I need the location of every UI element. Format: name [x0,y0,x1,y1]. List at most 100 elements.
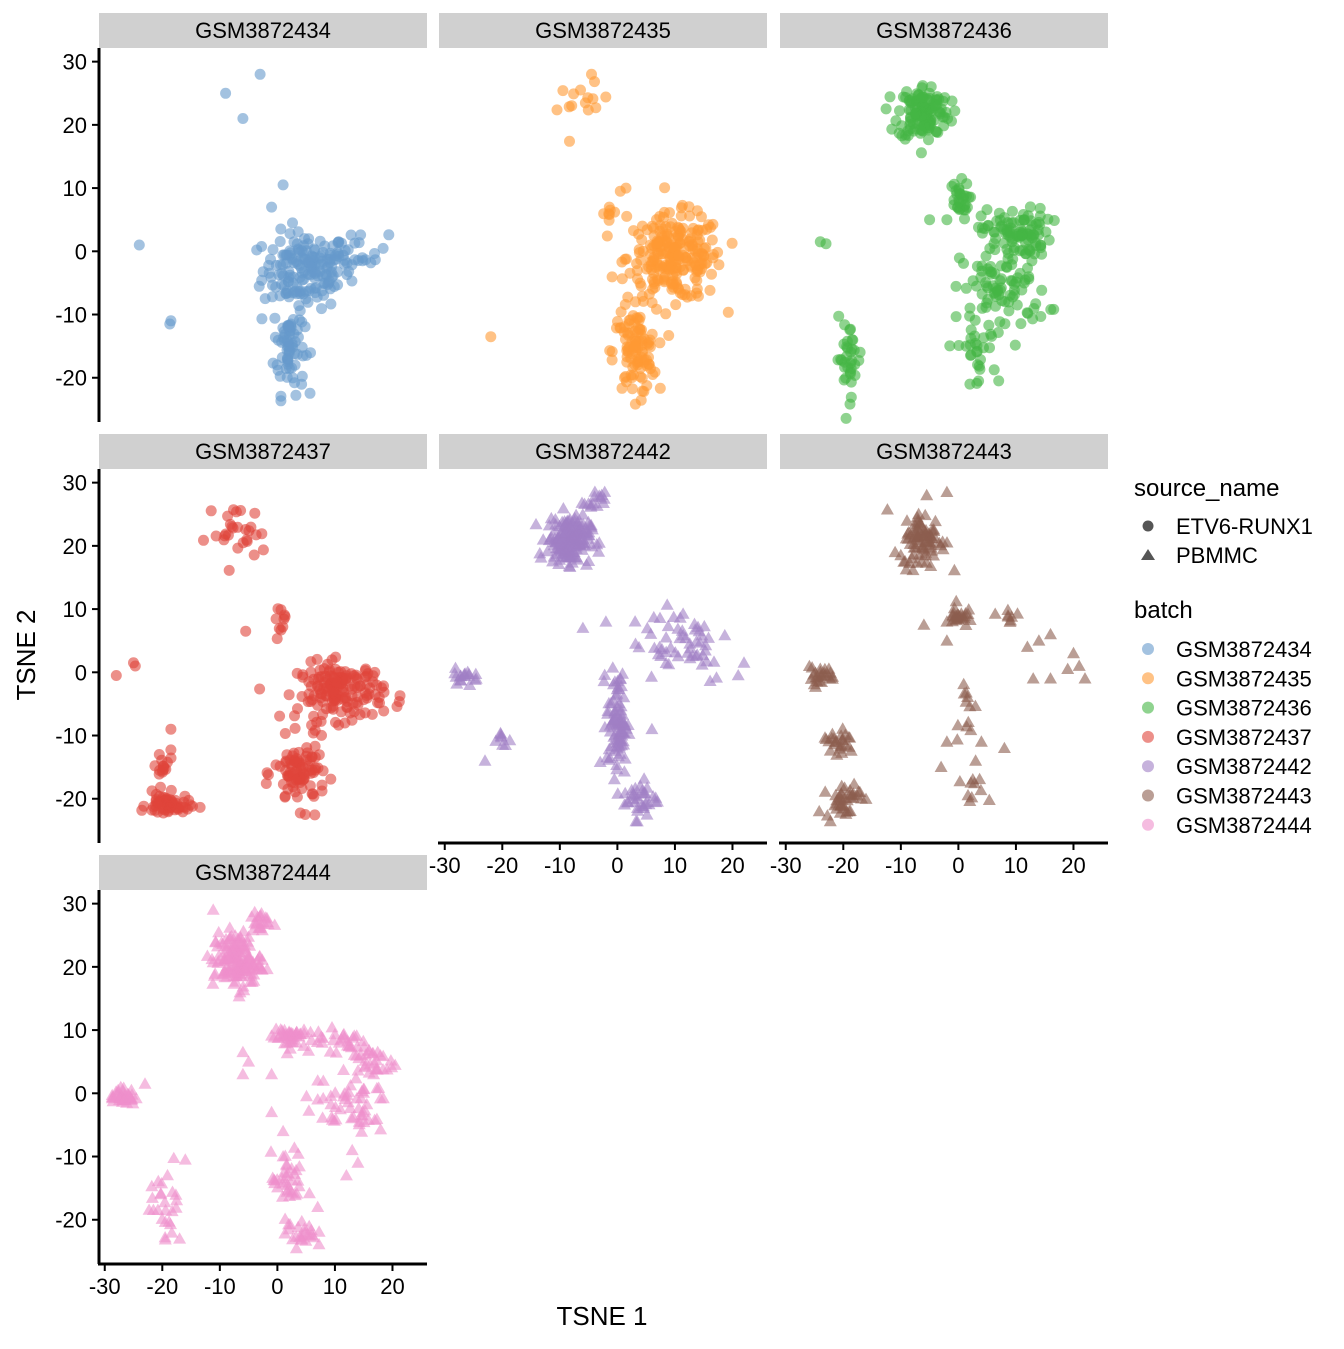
data-point [911,513,925,526]
data-point [209,935,223,947]
data-point [347,1048,361,1060]
data-point [974,783,988,796]
data-point [925,81,937,93]
legend-color-key [1142,672,1154,685]
legend-color-title: batch [1134,597,1193,624]
data-point [684,641,698,654]
data-point [287,217,298,229]
facet-strip [439,434,767,469]
facet-strip [99,13,427,48]
data-point [348,706,360,718]
data-point [351,1064,365,1076]
data-point [623,318,635,330]
data-point [737,656,751,668]
data-point [653,611,667,623]
data-point [242,930,255,942]
data-point [333,719,345,731]
data-point [969,754,983,766]
facet-title: GSM3872443 [876,439,1012,464]
data-point [635,784,649,796]
data-point [362,1044,376,1056]
data-point [541,544,555,557]
data-point [248,549,260,561]
data-point [556,502,570,514]
data-point [684,210,696,222]
data-point [238,963,252,975]
data-point [341,1039,354,1051]
data-point [356,1105,370,1117]
legend-shape-key [1142,520,1154,532]
data-point [478,754,492,766]
data-point [626,383,638,395]
data-point [284,228,296,240]
data-point [687,222,699,234]
data-point [146,1203,160,1215]
data-point [683,637,697,649]
facet-panel-gsm3872443: GSM3872443 -30 -20 -10 0 10 20 [770,434,1108,878]
data-point [572,536,586,548]
data-point [243,939,257,951]
data-point [576,508,590,520]
data-point [463,678,477,690]
data-point [289,1163,303,1176]
data-point [673,611,687,623]
data-point [718,628,732,641]
data-point [296,316,308,328]
data-point [304,387,316,399]
data-point [369,248,380,259]
facet-panel-gsm3872444: GSM3872444 30 20 10 0 -10 -20 -30 -20 -10 0 10 20 [55,855,427,1299]
data-point [342,244,354,256]
data-point [449,670,463,682]
data-point [949,105,961,117]
data-point [1044,627,1057,640]
data-point [325,773,337,785]
data-point [315,1036,329,1048]
data-point [162,1215,176,1227]
data-point [333,236,345,248]
data-point [616,273,628,285]
x-tick-label: 10 [323,1274,347,1299]
legend: source_name ETV6-RUNX1 PBMMC batch GSM387243… [1134,475,1313,838]
data-point [284,754,296,766]
data-point [302,1104,316,1116]
data-point [634,371,646,383]
data-point [612,682,626,694]
data-point [362,1066,376,1078]
data-point [282,287,294,299]
legend-color-label: GSM3872436 [1176,696,1312,721]
data-point [963,794,977,806]
data-point [304,765,315,777]
x-tick-label: 10 [1004,853,1028,878]
data-point [299,809,311,820]
data-point [296,378,308,390]
data-point [815,675,828,687]
data-point [957,193,969,204]
data-point [988,226,1000,238]
facet-title: GSM3872435 [535,18,671,43]
data-point [652,248,664,260]
data-point [992,327,1004,338]
data-point [611,701,625,713]
data-point [880,103,892,115]
data-point [1015,318,1027,330]
data-point [577,527,591,539]
data-point [880,503,894,515]
data-point [311,1093,325,1105]
data-point [654,382,666,394]
data-point [840,412,852,424]
data-point [223,564,235,576]
data-point [820,668,834,680]
data-point [342,1085,356,1097]
data-point [961,690,975,702]
data-point [374,1123,388,1135]
legend-color-label: GSM3872435 [1176,666,1312,691]
data-point [606,661,620,673]
y-tick-label: 20 [63,955,87,980]
data-point [300,1089,313,1102]
data-point [632,640,646,653]
data-point [644,627,658,639]
data-point [964,723,978,736]
data-point [549,518,563,530]
data-point [255,953,269,965]
data-point [675,624,689,636]
